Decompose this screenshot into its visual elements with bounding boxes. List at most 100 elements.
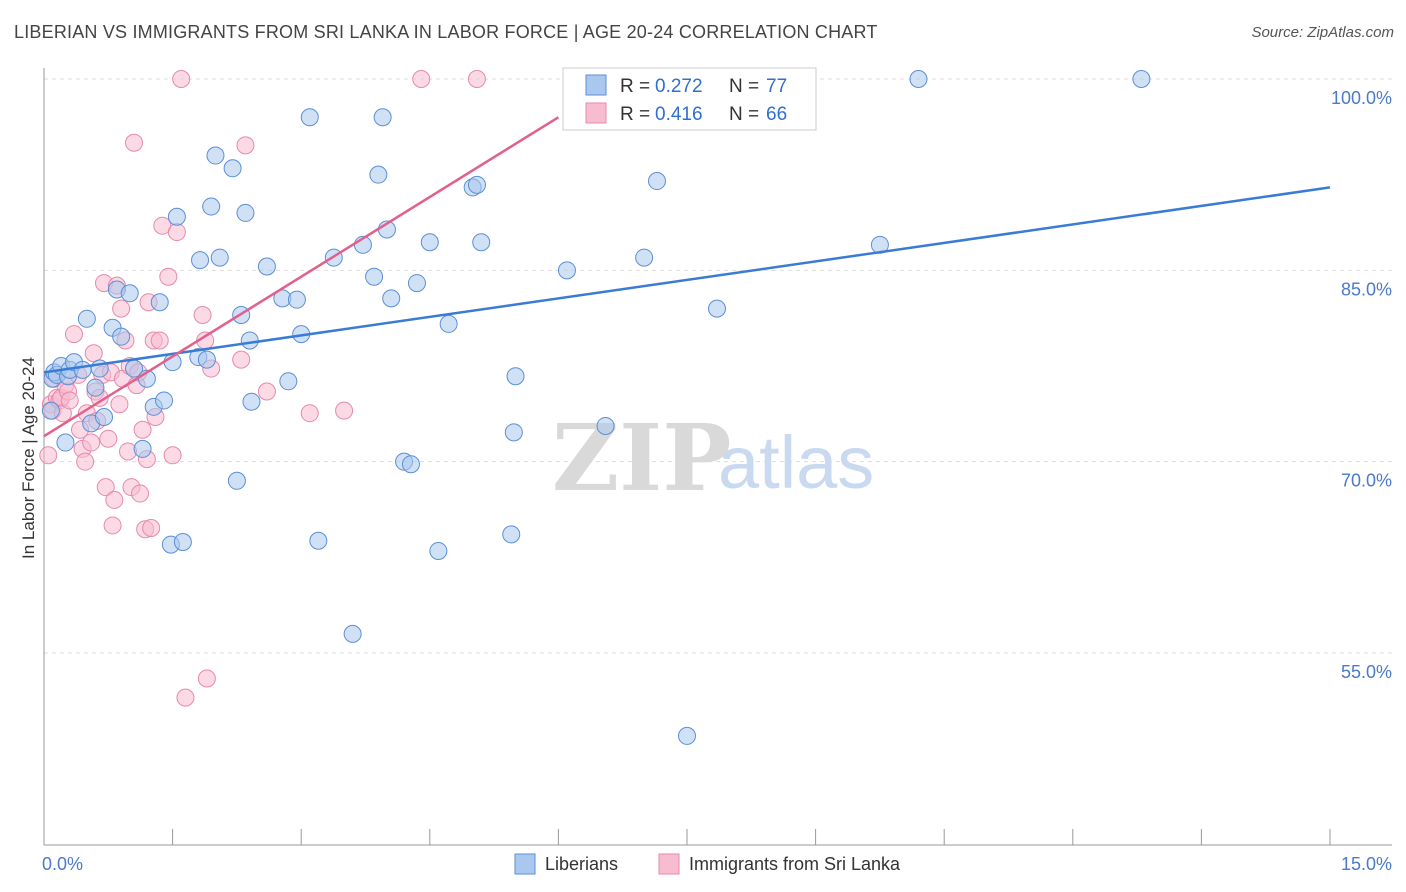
legend-label-sri-lanka[interactable]: Immigrants from Sri Lanka — [689, 854, 901, 874]
data-point-liberians — [504, 423, 523, 442]
data-point-liberians — [506, 367, 525, 386]
y-axis-label: In Labor Force | Age 20-24 — [19, 357, 38, 559]
data-point-liberians — [635, 248, 654, 267]
data-point-sri-lanka — [82, 433, 101, 452]
data-point-liberians — [206, 146, 225, 165]
data-point-liberians — [202, 197, 221, 216]
y-tick-label: 55.0% — [1341, 662, 1392, 682]
data-point-sri-lanka — [176, 688, 195, 707]
source-credit: Source: ZipAtlas.com — [1251, 24, 1394, 41]
data-point-liberians — [173, 533, 192, 552]
data-point-liberians — [73, 360, 92, 379]
data-point-sri-lanka — [60, 391, 79, 410]
stats-n-value-liberians: 77 — [766, 76, 787, 97]
data-point-liberians — [369, 165, 388, 184]
data-point-liberians — [279, 372, 298, 391]
data-point-liberians — [112, 327, 131, 346]
legend-swatch-sri-lanka[interactable] — [658, 853, 680, 875]
data-point-sri-lanka — [103, 516, 122, 535]
data-point-sri-lanka — [257, 382, 276, 401]
data-point-sri-lanka — [105, 490, 124, 509]
y-tick-label: 100.0% — [1331, 88, 1392, 108]
series-legend: Liberians Immigrants from Sri Lanka — [514, 853, 901, 875]
data-point-sri-lanka — [96, 478, 115, 497]
data-point-sri-lanka — [112, 299, 131, 318]
data-point-liberians — [133, 439, 152, 458]
data-point-liberians — [86, 378, 105, 397]
legend-label-liberians[interactable]: Liberians — [545, 854, 618, 874]
trend-lines — [43, 116, 1331, 438]
data-point-liberians — [197, 350, 216, 369]
data-point-liberians — [95, 408, 114, 427]
data-point-sri-lanka — [76, 452, 95, 471]
chart-title: LIBERIAN VS IMMIGRANTS FROM SRI LANKA IN… — [14, 22, 878, 42]
data-point-liberians — [77, 309, 96, 328]
data-point-sri-lanka — [110, 395, 129, 414]
data-point-sri-lanka — [163, 446, 182, 465]
data-point-sri-lanka — [65, 325, 84, 344]
data-point-liberians — [240, 331, 259, 350]
data-point-sri-lanka — [131, 484, 150, 503]
data-point-liberians — [708, 299, 727, 318]
data-point-liberians — [467, 175, 486, 194]
data-point-liberians — [210, 248, 229, 267]
data-point-liberians — [56, 433, 75, 452]
data-point-liberians — [1132, 70, 1151, 88]
data-point-liberians — [439, 314, 458, 333]
stats-r-value-liberians: 0.272 — [655, 76, 703, 97]
data-point-liberians — [557, 261, 576, 280]
stats-n-value-sri-lanka: 66 — [766, 104, 787, 125]
watermark: ZIP atlas — [552, 404, 874, 512]
data-point-sri-lanka — [133, 420, 152, 439]
data-point-liberians — [909, 70, 928, 88]
data-point-liberians — [155, 391, 174, 410]
data-point-sri-lanka — [167, 223, 186, 242]
data-point-sri-lanka — [232, 350, 251, 369]
data-point-liberians — [287, 290, 306, 309]
data-point-liberians — [343, 624, 362, 643]
data-point-liberians — [242, 392, 261, 411]
data-point-sri-lanka — [142, 518, 161, 537]
y-tick-label: 85.0% — [1341, 279, 1392, 299]
data-point-sri-lanka — [84, 344, 103, 363]
series-sri-lanka-points — [39, 70, 486, 707]
data-point-sri-lanka — [193, 305, 212, 324]
data-point-liberians — [309, 531, 328, 550]
trend-line-liberians — [43, 186, 1331, 374]
stats-r-value-sri-lanka: 0.416 — [655, 104, 703, 125]
data-point-liberians — [365, 267, 384, 286]
data-point-sri-lanka — [412, 70, 431, 88]
data-point-liberians — [407, 274, 426, 293]
legend-swatch-liberians[interactable] — [514, 853, 536, 875]
stats-legend: R = 0.272 N = 77 R = 0.416 N = 66 — [562, 67, 817, 131]
y-tick-label: 70.0% — [1341, 471, 1392, 491]
data-point-liberians — [300, 108, 319, 127]
data-point-liberians — [678, 726, 696, 745]
data-point-liberians — [223, 159, 242, 178]
data-point-liberians — [227, 471, 246, 490]
data-point-liberians — [257, 257, 276, 276]
data-point-liberians — [41, 401, 60, 420]
data-point-sri-lanka — [99, 429, 118, 448]
data-point-liberians — [502, 525, 521, 544]
data-point-sri-lanka — [39, 446, 58, 465]
stats-n-label-liberians: N = — [729, 76, 759, 97]
stats-swatch-liberians — [585, 74, 607, 96]
stats-swatch-sri-lanka — [585, 102, 607, 124]
stats-r-label-sri-lanka: R = — [620, 104, 650, 125]
data-point-liberians — [167, 207, 186, 226]
stats-r-label-liberians: R = — [620, 76, 650, 97]
data-point-sri-lanka — [197, 669, 216, 688]
data-point-liberians — [373, 108, 392, 127]
x-tick-label-min: 0.0% — [42, 854, 83, 874]
data-point-liberians — [191, 251, 210, 270]
data-point-liberians — [120, 284, 139, 303]
data-point-sri-lanka — [236, 136, 255, 155]
data-point-sri-lanka — [300, 404, 319, 423]
data-point-liberians — [382, 289, 401, 308]
data-point-liberians — [236, 203, 255, 222]
watermark-atlas: atlas — [718, 421, 874, 504]
watermark-zip: ZIP — [552, 404, 731, 512]
data-point-liberians — [429, 541, 448, 560]
